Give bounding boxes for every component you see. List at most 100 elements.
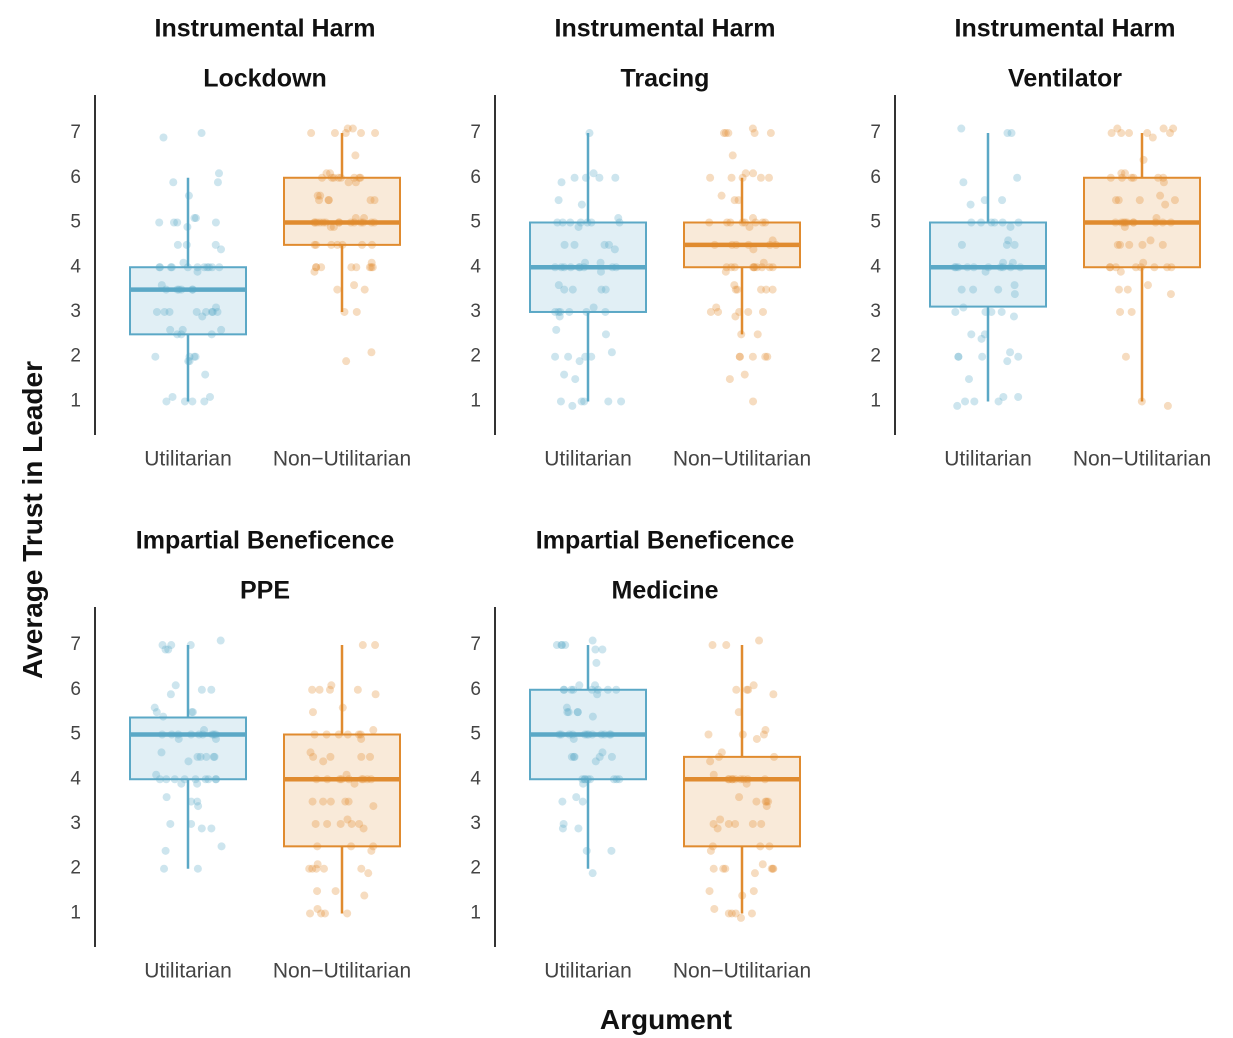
data-point <box>581 258 590 267</box>
data-point <box>188 397 197 406</box>
utilitarian-box <box>529 636 647 878</box>
data-point <box>208 263 217 272</box>
data-point <box>203 263 212 272</box>
data-point <box>560 285 569 294</box>
panel-3: Instrumental Harm Ventilator 1 2 3 4 5 6 7 Utilit… <box>870 15 1211 471</box>
data-point <box>313 191 322 200</box>
data-point <box>180 397 189 406</box>
box-iqr <box>683 755 801 848</box>
data-point <box>749 397 758 406</box>
data-point <box>310 240 319 249</box>
y-tick-label: 1 <box>470 902 481 923</box>
data-point <box>957 240 966 249</box>
y-tick-label: 7 <box>470 122 481 143</box>
data-point <box>1117 169 1126 178</box>
data-point <box>588 730 597 739</box>
data-point <box>558 824 567 833</box>
data-point <box>1136 263 1145 272</box>
data-point <box>198 312 207 321</box>
data-point <box>610 245 619 254</box>
data-point <box>193 797 202 806</box>
data-point <box>369 726 378 735</box>
panel-title-line2: Tracing <box>621 65 710 93</box>
data-point <box>369 842 378 851</box>
data-point <box>573 708 582 717</box>
data-point <box>367 263 376 272</box>
data-point <box>710 240 719 249</box>
data-point <box>197 129 206 138</box>
data-point <box>1129 173 1138 182</box>
data-point <box>998 196 1007 205</box>
x-category-label: Non−Utilitarian <box>273 960 411 983</box>
y-tick-label: 2 <box>470 346 481 367</box>
data-point <box>764 173 773 182</box>
data-point <box>335 775 344 784</box>
data-point <box>208 307 217 316</box>
data-point <box>574 824 583 833</box>
data-point <box>193 864 202 873</box>
data-point <box>717 748 726 757</box>
data-point <box>1156 191 1165 200</box>
data-point <box>159 133 168 142</box>
data-point <box>196 752 205 761</box>
data-point <box>308 708 317 717</box>
data-point <box>177 779 186 788</box>
data-point <box>200 397 209 406</box>
y-tick-label: 4 <box>70 256 81 277</box>
data-point <box>728 775 737 784</box>
data-point <box>727 909 736 918</box>
data-point <box>583 218 592 227</box>
utilitarian-box <box>529 129 647 410</box>
data-point <box>585 129 594 138</box>
data-point <box>211 775 220 784</box>
data-point <box>312 263 321 272</box>
data-point <box>603 685 612 694</box>
data-point <box>341 129 350 138</box>
data-point <box>950 263 959 272</box>
data-point <box>999 258 1008 267</box>
data-point <box>558 641 567 650</box>
data-point <box>325 685 334 694</box>
data-point <box>344 797 353 806</box>
data-point <box>557 641 566 650</box>
data-point <box>593 690 602 699</box>
data-point <box>560 263 569 272</box>
data-point <box>305 864 314 873</box>
data-point <box>162 775 171 784</box>
data-point <box>364 869 373 878</box>
data-point <box>155 263 164 272</box>
data-point <box>358 240 367 249</box>
data-point <box>565 730 574 739</box>
y-tick-label: 3 <box>870 301 881 322</box>
data-point <box>360 891 369 900</box>
data-point <box>569 685 578 694</box>
data-point <box>771 240 780 249</box>
data-point <box>552 325 561 334</box>
data-point <box>184 757 193 766</box>
data-point <box>336 819 345 828</box>
data-point <box>752 263 761 272</box>
data-point <box>611 173 620 182</box>
data-point <box>588 636 597 645</box>
y-tick-label: 5 <box>70 724 81 745</box>
data-point <box>1006 263 1015 272</box>
panel-5: Impartial Beneficence Medicine 1 2 3 4 5 6 7 Util… <box>470 527 811 983</box>
data-point <box>732 240 741 249</box>
data-point <box>747 909 756 918</box>
data-point <box>201 370 210 379</box>
data-point <box>351 151 360 160</box>
data-point <box>740 218 749 227</box>
data-point <box>1137 397 1146 406</box>
data-point <box>568 285 577 294</box>
data-point <box>1111 218 1120 227</box>
data-point <box>564 352 573 361</box>
panel-title-line1: Instrumental Harm <box>555 15 776 43</box>
data-point <box>722 263 731 272</box>
data-point <box>605 730 614 739</box>
data-point <box>612 685 621 694</box>
data-point <box>731 909 740 918</box>
x-category-label: Utilitarian <box>544 448 632 471</box>
data-point <box>343 730 352 739</box>
data-point <box>322 169 331 178</box>
data-point <box>731 312 740 321</box>
